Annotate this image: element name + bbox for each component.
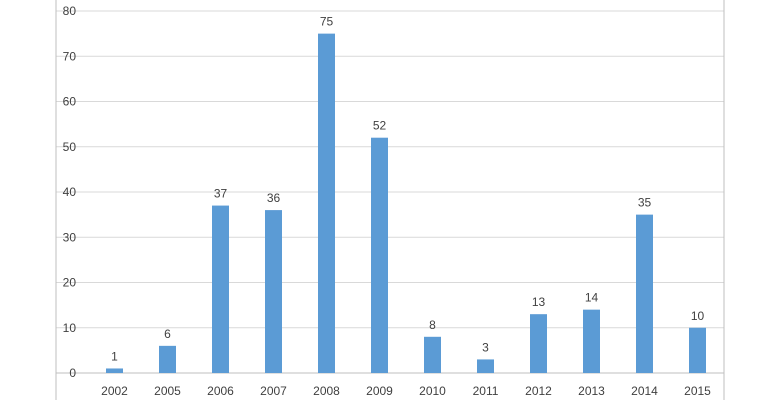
data-label-2011: 3	[482, 340, 489, 354]
x-tick-label-2005: 2005	[154, 384, 181, 398]
data-labels: 1 6 37 36 75 52 8 3 13 14 35 10	[111, 15, 704, 364]
y-axis-ticks: 0 10 20 30 40 50 60 70 80	[63, 4, 77, 380]
gridlines	[56, 10, 724, 374]
bar-2014	[636, 214, 653, 373]
bar-2008	[318, 33, 335, 373]
data-label-2012: 13	[532, 295, 546, 309]
bar-2015	[689, 327, 706, 373]
bar-2011	[477, 359, 494, 373]
data-label-2009: 52	[373, 119, 387, 133]
y-tick-label: 50	[63, 140, 77, 154]
x-tick-label-2011: 2011	[473, 384, 499, 398]
data-label-2002: 1	[111, 349, 118, 363]
data-label-2006: 37	[214, 187, 228, 201]
x-tick-label-2002: 2002	[101, 384, 128, 398]
data-label-2005: 6	[164, 327, 171, 341]
data-label-2015: 10	[691, 309, 705, 323]
bar-2005	[159, 345, 176, 373]
y-tick-label: 30	[63, 230, 77, 244]
y-tick-label: 20	[63, 276, 77, 290]
bars	[106, 33, 706, 373]
bar-2013	[583, 309, 600, 373]
bar-2006	[212, 205, 229, 373]
x-tick-label-2013: 2013	[578, 384, 605, 398]
x-tick-label-2015: 2015	[684, 384, 711, 398]
data-label-2007: 36	[267, 191, 281, 205]
x-tick-label-2012: 2012	[525, 384, 552, 398]
x-tick-label-2006: 2006	[207, 384, 234, 398]
bar-2007	[265, 210, 282, 373]
y-tick-label: 70	[63, 49, 77, 63]
x-axis-ticks: 2002 2005 2006 2007 2008 2009 2010 2011 2012 2013…	[101, 384, 711, 398]
bar-2012	[530, 314, 547, 373]
y-tick-label: 60	[63, 95, 77, 109]
y-tick-label: 40	[63, 185, 77, 199]
data-label-2008: 75	[320, 15, 334, 29]
data-label-2014: 35	[638, 196, 652, 210]
x-tick-label-2010: 2010	[419, 384, 446, 398]
bar-2002	[106, 368, 123, 373]
y-tick-label: 10	[63, 321, 77, 335]
bar-2009	[371, 137, 388, 373]
y-tick-label: 80	[63, 4, 77, 18]
x-tick-label-2014: 2014	[631, 384, 658, 398]
x-tick-label-2008: 2008	[313, 384, 340, 398]
x-tick-label-2009: 2009	[366, 384, 393, 398]
data-label-2010: 8	[429, 318, 436, 332]
x-tick-label-2007: 2007	[260, 384, 287, 398]
y-tick-label: 0	[69, 366, 76, 380]
bar-2010	[424, 336, 441, 373]
data-label-2013: 14	[585, 291, 599, 305]
